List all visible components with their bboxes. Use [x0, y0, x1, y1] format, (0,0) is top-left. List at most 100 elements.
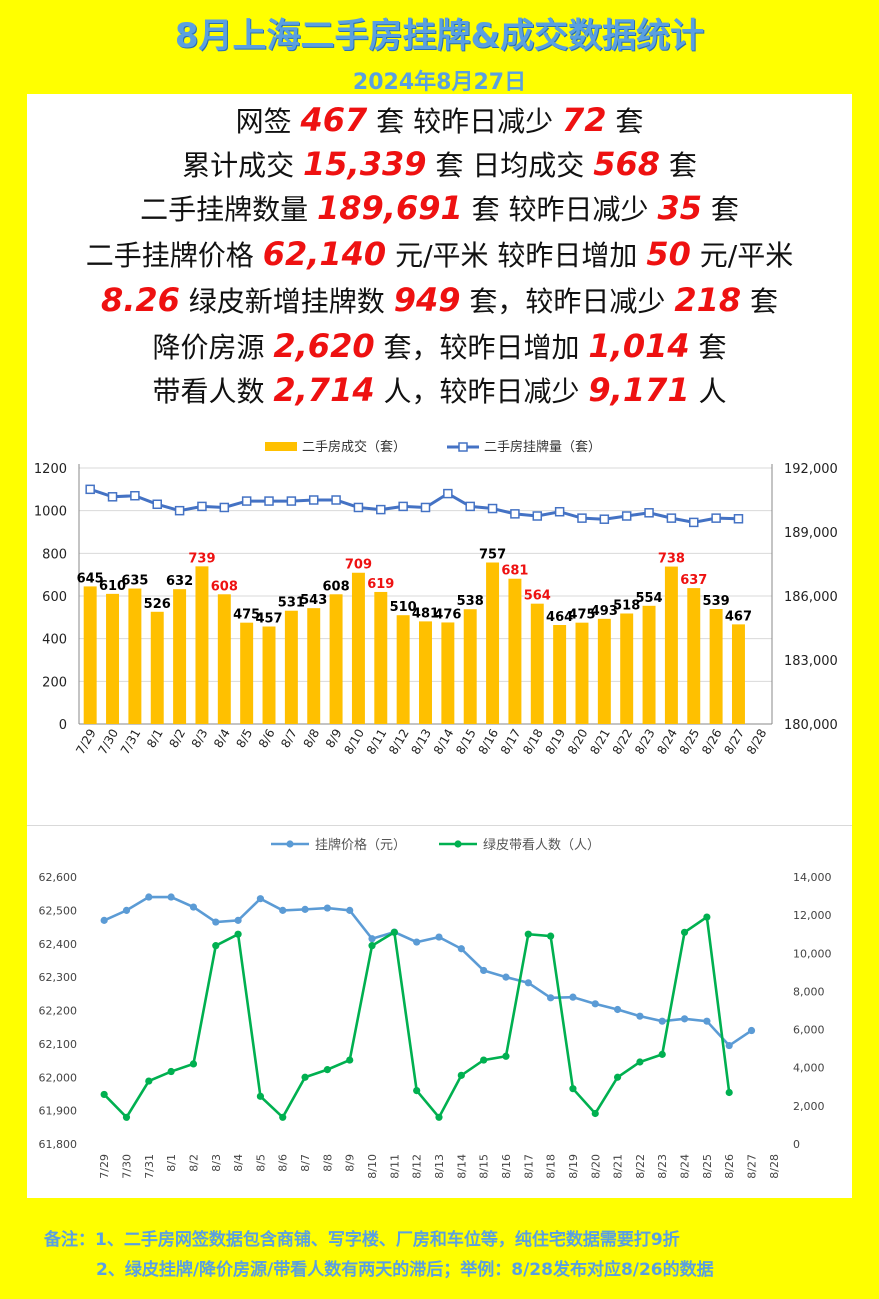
y-left-tick: 62,000 [39, 1071, 78, 1084]
x-tick: 8/21 [612, 1154, 625, 1179]
bar-label: 476 [434, 607, 461, 622]
bar [173, 589, 187, 724]
bar-label: 510 [390, 600, 417, 615]
legend-line-marker [458, 442, 468, 452]
stat-text: 套 [741, 285, 779, 318]
series-point-2 [390, 928, 398, 936]
series-point-1 [680, 1015, 689, 1023]
bar [150, 611, 164, 724]
series-point-2 [680, 928, 689, 936]
x-tick: 8/16 [500, 1154, 513, 1179]
bar [329, 594, 343, 724]
bar [262, 626, 276, 724]
series-point-1 [279, 906, 287, 914]
bar [441, 622, 455, 724]
series-point-1 [502, 973, 510, 981]
listing-point [398, 501, 408, 512]
x-tick: 8/19 [567, 1154, 580, 1179]
bar [664, 566, 678, 724]
stat-text: 套，较昨日减少 [460, 285, 675, 318]
stat-text: 元/平米 较昨日增加 [386, 239, 647, 272]
x-tick: 8/11 [364, 727, 390, 757]
chart-divider [27, 825, 852, 826]
bar [128, 588, 142, 724]
bar-label: 538 [457, 594, 484, 609]
x-tick: 8/28 [744, 727, 770, 757]
listing-point [107, 492, 118, 502]
stat-text: 套 [606, 105, 644, 138]
bar [575, 622, 589, 724]
listing-line [89, 487, 739, 524]
x-tick: 7/31 [143, 1154, 156, 1179]
bar [508, 578, 522, 724]
listing-point [554, 506, 565, 517]
stat-value: 949 [393, 281, 461, 319]
y-left-tick: 61,900 [39, 1105, 78, 1118]
series-point-2 [279, 1113, 287, 1121]
series-point-1 [457, 945, 465, 953]
bar-label: 518 [613, 598, 640, 613]
series-point-1 [613, 1005, 622, 1014]
series-point-1 [569, 993, 577, 1001]
x-tick: 8/15 [453, 727, 479, 757]
y-left-tick: 0 [59, 718, 67, 733]
listing-point [621, 511, 632, 521]
stat-value: 9,171 [588, 371, 690, 409]
y-right-tick: 192,000 [784, 462, 838, 477]
x-tick: 8/11 [388, 1154, 401, 1179]
series-point-1 [703, 1017, 711, 1025]
x-tick: 8/14 [431, 727, 457, 757]
stat-text: 套 [701, 193, 739, 226]
x-tick: 8/8 [321, 1154, 334, 1172]
series-point-2 [502, 1052, 510, 1060]
series-point-2 [256, 1092, 265, 1100]
listing-point [666, 513, 677, 523]
x-tick: 7/31 [118, 727, 144, 757]
y-right-tick: 12,000 [793, 909, 832, 922]
series-point-1 [368, 935, 376, 943]
stat-text: 二手挂牌价格 [85, 239, 263, 272]
stat-value: 72 [561, 101, 607, 139]
listing-point [130, 490, 140, 501]
y-left-tick: 800 [42, 547, 67, 562]
y-left-tick: 62,300 [39, 971, 78, 984]
y-left-tick: 62,200 [39, 1005, 78, 1018]
x-tick: 8/14 [455, 1154, 468, 1179]
series-point-2 [613, 1073, 622, 1081]
bar-label: 645 [77, 571, 104, 586]
listing-point [420, 502, 431, 513]
bar [486, 562, 500, 724]
bar [351, 572, 365, 724]
x-tick: 8/22 [634, 1154, 647, 1179]
stat-line-2: 累计成交 15,339 套 日均成交 568 套 [27, 144, 852, 184]
x-tick: 8/25 [701, 1154, 714, 1179]
bar-label: 539 [703, 594, 730, 609]
x-tick: 8/28 [768, 1154, 781, 1179]
series-point-1 [122, 906, 131, 914]
x-tick: 8/23 [656, 1154, 669, 1179]
stat-value: 50 [646, 235, 691, 273]
listing-point [85, 484, 95, 495]
x-tick: 8/18 [545, 1154, 558, 1179]
stat-value: 2,620 [273, 327, 375, 365]
stat-value: 568 [593, 145, 660, 183]
stat-value: 189,691 [317, 189, 463, 227]
series-point-1 [301, 905, 309, 913]
note-2: 2、绿皮挂牌/降价房源/带看人数有两天的滞后；举例：8/28发布对应8/26的数… [96, 1260, 714, 1280]
bar-label: 464 [546, 610, 573, 625]
y-right-tick: 4,000 [793, 1062, 825, 1075]
series-point-1 [346, 906, 354, 914]
stat-text: 累计成交 [182, 149, 303, 182]
listing-point [241, 496, 252, 506]
y-left-tick: 62,100 [39, 1038, 78, 1051]
series-point-1 [480, 966, 488, 975]
bar [217, 594, 231, 724]
bar-label: 554 [635, 591, 662, 606]
stat-text: 套 [659, 149, 697, 182]
note-1: 备注：1、二手房网签数据包含商铺、写字楼、厂房和车位等，纯住宅数据需要打9折 [44, 1230, 680, 1250]
legend-line-label: 二手房挂牌量（套） [484, 439, 601, 455]
series-point-2 [323, 1066, 331, 1074]
bar-label: 632 [166, 574, 193, 589]
series-point-2 [703, 913, 711, 921]
x-tick: 8/4 [211, 727, 233, 751]
